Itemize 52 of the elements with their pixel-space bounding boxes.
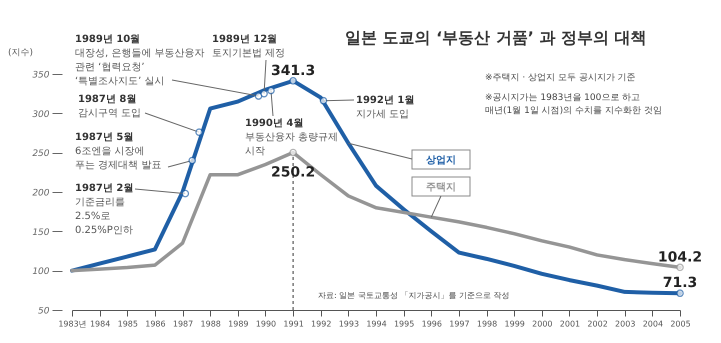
- data-label: 71.3: [662, 275, 698, 292]
- annotation: 1987년 8월 감시구역 도입: [78, 94, 142, 119]
- data-label: 250.2: [270, 164, 316, 181]
- point: [289, 148, 297, 156]
- x-tick-label: 1988: [200, 320, 221, 328]
- chart-title: 일본 도쿄의 ‘부동산 거품’ 과 정부의 대책: [345, 28, 647, 47]
- x-tick-label: 2001: [560, 320, 580, 328]
- x-tick-label: 2005: [670, 320, 691, 328]
- annotation: 1989년 12월 토지기본법 제정: [212, 34, 286, 59]
- y-tick-label: 200: [32, 188, 50, 198]
- x-tick-label: 1995: [394, 320, 414, 328]
- annotation: 자료: 일본 국토교통성 「지가공시」를 기준으로 작성: [318, 291, 510, 300]
- y-tick-label: 300: [32, 110, 50, 120]
- x-tick-label: 1990: [256, 320, 276, 328]
- point: [289, 77, 297, 85]
- x-tick-label: 1985: [118, 320, 138, 328]
- x-tick-label: 1998: [476, 320, 498, 328]
- x-tick-label: 1993: [338, 320, 360, 328]
- x-tick-label: 1994: [366, 320, 387, 328]
- annotation: ※공시지가는 1983년을 100으로 하고 매년(1월 1일 시점)의 수치를 지수화한 것임: [485, 93, 662, 116]
- x-tick-label: 1984: [90, 320, 110, 328]
- annotation: 1987년 2월 기준금리를 2.5%로 0.25%P인하: [75, 183, 134, 236]
- x-tick-label: 2003: [615, 320, 636, 328]
- point: [676, 289, 684, 298]
- x-tick-label: 1989: [228, 320, 248, 328]
- x-tick-label: 2004: [642, 320, 664, 328]
- x-tick-label: 1987: [172, 320, 194, 328]
- y-tick-label: 100: [32, 267, 50, 278]
- x-tick-label: 1992: [311, 320, 332, 328]
- annotation: 1990년 4월 부동산융자 총량규제 시작: [245, 118, 338, 157]
- x-tick-label: 1997: [449, 320, 470, 328]
- data-label: 104.2: [658, 249, 702, 266]
- y-tick-label: 150: [32, 228, 50, 238]
- x-tick-label: 1999: [504, 320, 525, 328]
- x-tick-label: 1996: [422, 320, 442, 328]
- y-tick-label: 50: [38, 306, 50, 316]
- data-label: 341.3: [270, 62, 316, 79]
- x-tick-label: 1986: [145, 320, 166, 328]
- point: [676, 264, 684, 272]
- y-tick-label: 250: [32, 149, 50, 160]
- annotation: 1989년 10월 대장성, 은행들에 부동산융자 관련 ‘협력요청’ ‘특별조사지도’ 실시: [75, 34, 205, 87]
- x-tick-label: 2002: [587, 320, 608, 328]
- x-tick-label: 1983년: [58, 320, 87, 328]
- y-axis-title: (지수): [8, 48, 34, 58]
- annotation: ※주택지 · 상업지 모두 공시지가 기준: [485, 73, 636, 83]
- text: 주택지: [426, 182, 456, 193]
- x-tick-label: 2000: [532, 320, 552, 328]
- annotation: 1987년 5월 6조엔을 시장에 푸는 경제대책 발표: [75, 132, 162, 171]
- y-tick-label: 350: [32, 70, 50, 80]
- x-tick-label: 1991: [283, 320, 304, 328]
- text: 상업지: [426, 155, 456, 166]
- annotation: 1992년 1월 지가세 도입: [356, 95, 414, 120]
